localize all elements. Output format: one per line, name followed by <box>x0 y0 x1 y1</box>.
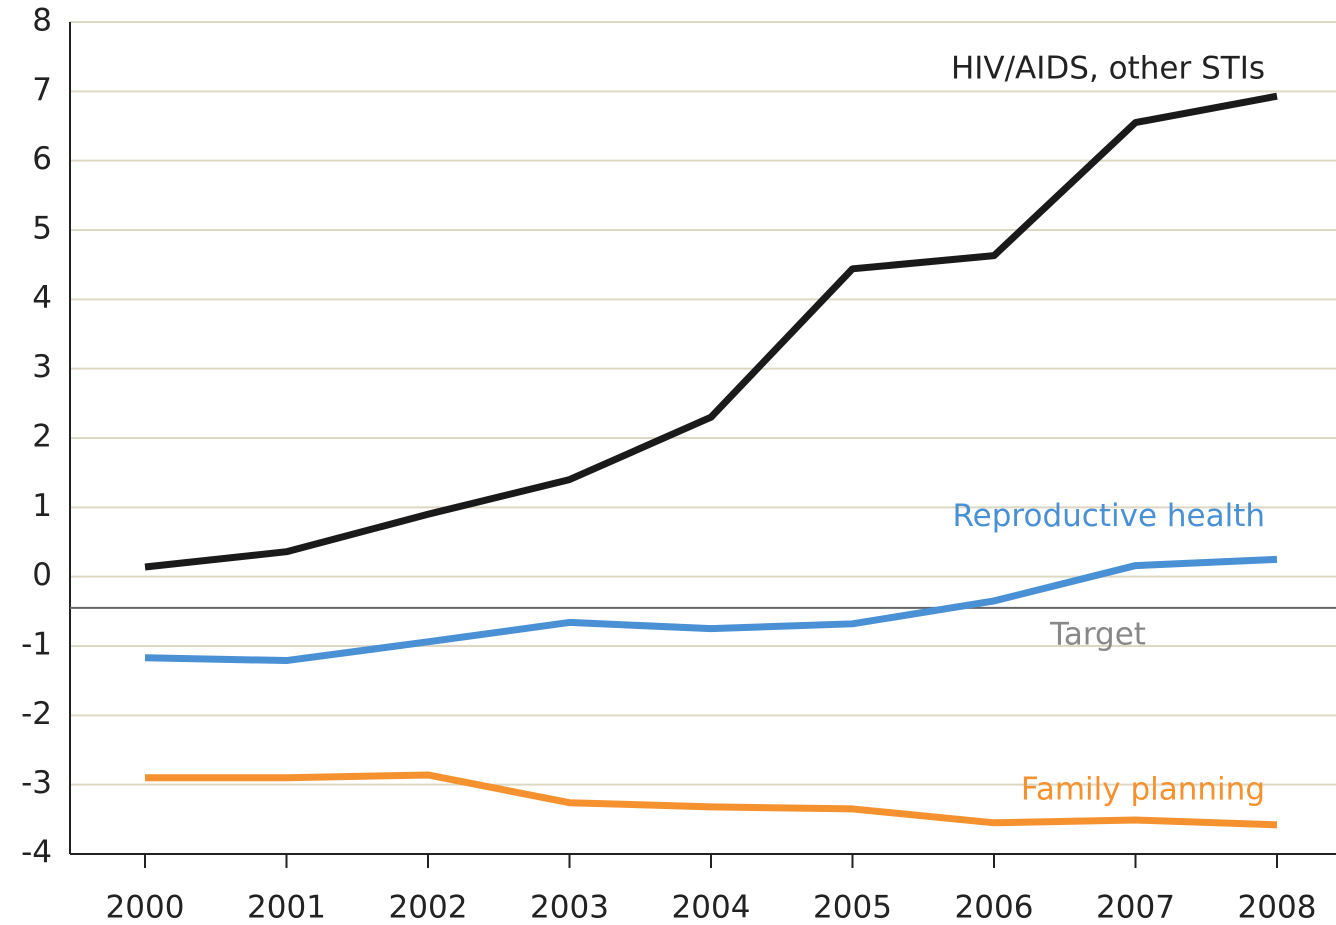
y-tick-label: 5 <box>32 211 52 247</box>
y-tick-label: 1 <box>32 488 52 524</box>
y-tick-label: -4 <box>21 835 52 871</box>
y-tick-label: 6 <box>32 141 52 177</box>
y-tick-label: 4 <box>32 280 52 316</box>
x-tick-label: 2007 <box>1096 890 1175 925</box>
x-tick-label: 2008 <box>1238 890 1317 925</box>
series-line <box>144 555 1278 665</box>
y-tick-label: -2 <box>21 696 52 732</box>
x-tick-label: 2003 <box>530 890 609 925</box>
series-line <box>145 771 1278 829</box>
x-tick-label: 2001 <box>247 890 326 925</box>
x-tick-label: 2004 <box>672 890 751 925</box>
y-tick-label: 3 <box>32 349 52 385</box>
target-label: Target <box>1049 616 1146 652</box>
y-tick-label: -1 <box>21 627 52 663</box>
x-tick-label: 2000 <box>106 890 185 925</box>
series-label: HIV/AIDS, other STIs <box>951 51 1265 87</box>
x-tick-label: 2005 <box>813 890 892 925</box>
x-tick-label: 2002 <box>389 890 468 925</box>
series-label: Family planning <box>1021 771 1265 807</box>
series-label: Reproductive health <box>953 498 1265 534</box>
y-tick-label: 7 <box>32 72 52 108</box>
x-tick-label: 2006 <box>955 890 1034 925</box>
y-tick-label: 8 <box>32 3 52 39</box>
y-tick-label: -3 <box>21 765 52 801</box>
y-tick-label: 2 <box>32 419 52 455</box>
y-tick-label: 0 <box>32 557 52 593</box>
series-line <box>144 92 1278 571</box>
